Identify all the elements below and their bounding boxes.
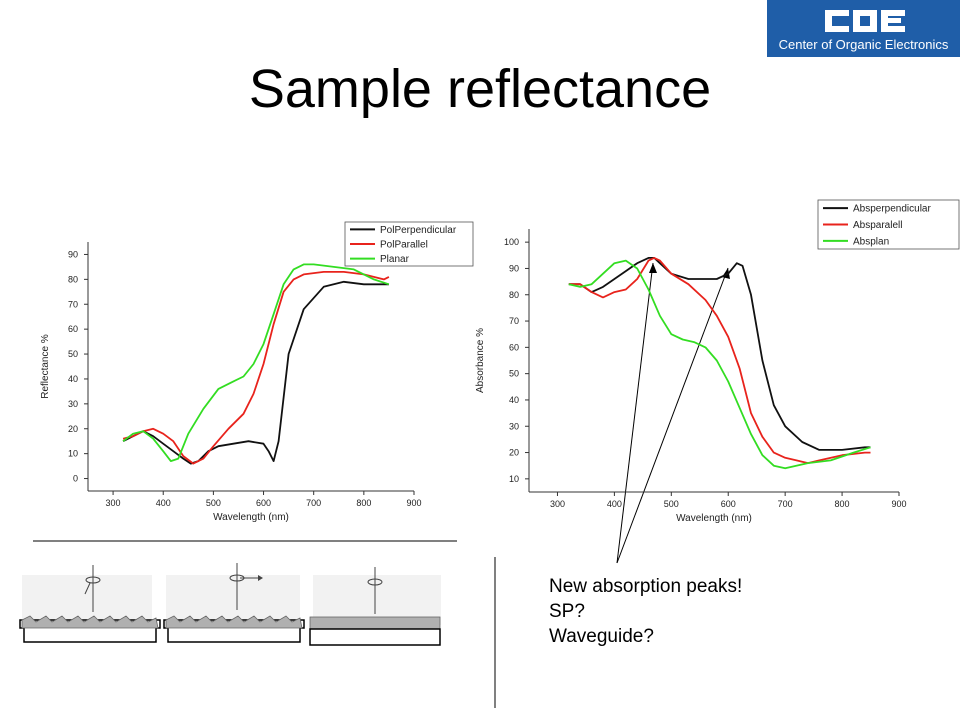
x-axis-label: Wavelength (nm)	[676, 513, 752, 524]
x-tick-label: 600	[256, 498, 271, 508]
x-tick-label: 700	[306, 498, 321, 508]
x-axis-label: Wavelength (nm)	[213, 512, 289, 523]
legend-label: Absperpendicular	[853, 204, 931, 215]
y-tick-label: 30	[68, 399, 78, 409]
x-tick-label: 300	[106, 498, 121, 508]
x-tick-label: 800	[835, 499, 850, 509]
sample-schematic-planar	[309, 567, 441, 646]
y-tick-label: 40	[509, 395, 519, 405]
y-tick-label: 10	[68, 449, 78, 459]
series-line-planar	[122, 263, 390, 463]
x-tick-label: 700	[778, 499, 793, 509]
series-line-absplan	[568, 259, 871, 470]
y-tick-label: 90	[509, 263, 519, 273]
slide-title: Sample reflectance	[248, 59, 712, 119]
series-line-polparallel	[122, 270, 390, 465]
legend-label: Absparalell	[853, 220, 902, 231]
x-tick-label: 500	[664, 499, 679, 509]
y-tick-label: 80	[68, 274, 78, 284]
x-tick-label: 900	[891, 499, 906, 509]
sample-schematic-parallel	[163, 563, 305, 643]
y-tick-label: 90	[68, 249, 78, 259]
y-tick-label: 70	[509, 316, 519, 326]
note-sp: SP?	[549, 601, 585, 622]
series-line-absperpendicular	[568, 256, 871, 451]
annotation-arrows	[616, 262, 730, 564]
y-tick-label: 20	[509, 448, 519, 458]
y-tick-label: 60	[68, 324, 78, 334]
x-tick-label: 900	[406, 498, 421, 508]
y-tick-label: 80	[509, 290, 519, 300]
reflectance-chart: 300 400 500 600 700 800 900 0 10 20 30 40 50 60 70 80 90…	[40, 221, 474, 523]
note-new-absorption-peaks: New absorption peaks!	[549, 576, 743, 597]
chart-legend: PolPerpendicular PolParallel Planar	[344, 221, 474, 267]
y-tick-label: 30	[509, 421, 519, 431]
logo-caption: Center of Organic Electronics	[778, 37, 949, 52]
y-tick-label: 60	[509, 342, 519, 352]
series-line-polperpendicular	[122, 280, 389, 465]
y-tick-label: 100	[504, 237, 519, 247]
legend-label: PolParallel	[380, 240, 428, 251]
y-tick-label: 50	[509, 369, 519, 379]
x-tick-label: 400	[607, 499, 622, 509]
y-axis-label: Absorbance %	[475, 328, 486, 393]
y-tick-label: 20	[68, 424, 78, 434]
coe-logo: Center of Organic Electronics	[767, 0, 960, 57]
y-tick-label: 10	[509, 474, 519, 484]
y-tick-label: 40	[68, 374, 78, 384]
y-axis-label: Reflectance %	[40, 334, 51, 399]
x-tick-label: 500	[206, 498, 221, 508]
series-line-absparalell	[568, 256, 871, 465]
x-tick-label: 300	[550, 499, 565, 509]
note-waveguide: Waveguide?	[549, 626, 654, 647]
x-tick-label: 800	[356, 498, 371, 508]
x-tick-label: 600	[721, 499, 736, 509]
coe-logo-mark	[825, 10, 905, 32]
annotation-notes: New absorption peaks! SP? Waveguide?	[549, 574, 742, 649]
y-tick-label: 70	[68, 299, 78, 309]
absorbance-chart: 300 400 500 600 700 800 900 10 20 30 40 50 60 70 80 90 1…	[475, 199, 960, 524]
legend-label: PolPerpendicular	[380, 225, 457, 236]
chart-legend: Absperpendicular Absparalell Absplan	[817, 199, 960, 250]
y-tick-label: 0	[73, 474, 78, 484]
x-tick-label: 400	[156, 498, 171, 508]
y-tick-label: 50	[68, 349, 78, 359]
legend-label: Planar	[380, 254, 410, 265]
legend-label: Absplan	[853, 236, 889, 247]
sample-schematic-perpendicular	[19, 565, 161, 643]
